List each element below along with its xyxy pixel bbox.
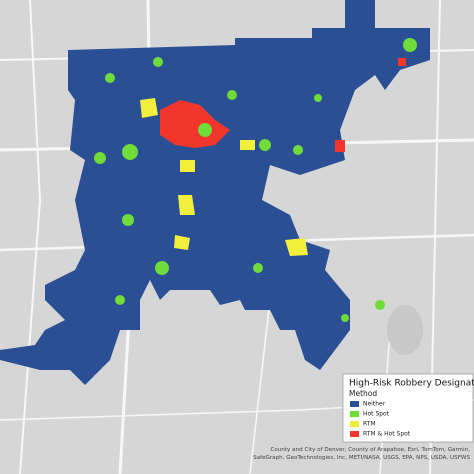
designation-area: [240, 140, 255, 150]
legend-swatch: [350, 421, 359, 427]
legend-title: High-Risk Robbery Designation: [349, 379, 474, 389]
designation-areas: [94, 38, 417, 322]
designation-area: [341, 314, 349, 322]
designation-area: [160, 100, 230, 148]
designation-area: [155, 261, 169, 275]
legend-label: Hot Spot: [363, 411, 390, 418]
designation-area: [403, 38, 417, 52]
legend-subtitle: Method: [349, 389, 377, 398]
designation-area: [314, 94, 322, 102]
legend-items: Neither Hot Spot RTM RTM & Hot Spot: [350, 401, 411, 438]
attribution: County and City of Denver, County of Ara…: [270, 447, 470, 453]
designation-area: [140, 98, 158, 118]
legend-box: [342, 373, 474, 443]
legend-swatch: [350, 401, 359, 407]
designation-area: [253, 263, 263, 273]
legend-swatch: [350, 431, 359, 437]
designation-area: [285, 238, 308, 256]
designation-area: [105, 73, 115, 83]
legend-label: Neither: [363, 401, 386, 408]
designation-area: [153, 57, 163, 67]
designation-area: [94, 152, 106, 164]
designation-area: [122, 144, 138, 160]
designation-area: [259, 139, 271, 151]
designation-area: [227, 90, 237, 100]
designation-area: [398, 58, 406, 66]
designation-area: [122, 214, 134, 226]
legend: High-Risk Robbery Designation Method Nei…: [342, 373, 474, 443]
designation-area: [180, 160, 195, 172]
designation-area: [293, 145, 303, 155]
designation-area: [198, 123, 212, 137]
city-area: [0, 0, 430, 385]
legend-swatch: [350, 411, 359, 417]
designation-area: [178, 195, 195, 215]
designation-area: [174, 235, 190, 250]
attribution: SafeGraph, GeoTechnologies, Inc, METI/NA…: [253, 455, 470, 461]
designation-area: [335, 140, 345, 152]
designation-area: [375, 300, 385, 310]
legend-label: RTM: [363, 421, 376, 428]
legend-label: RTM & Hot Spot: [363, 431, 411, 438]
designation-area: [115, 295, 125, 305]
